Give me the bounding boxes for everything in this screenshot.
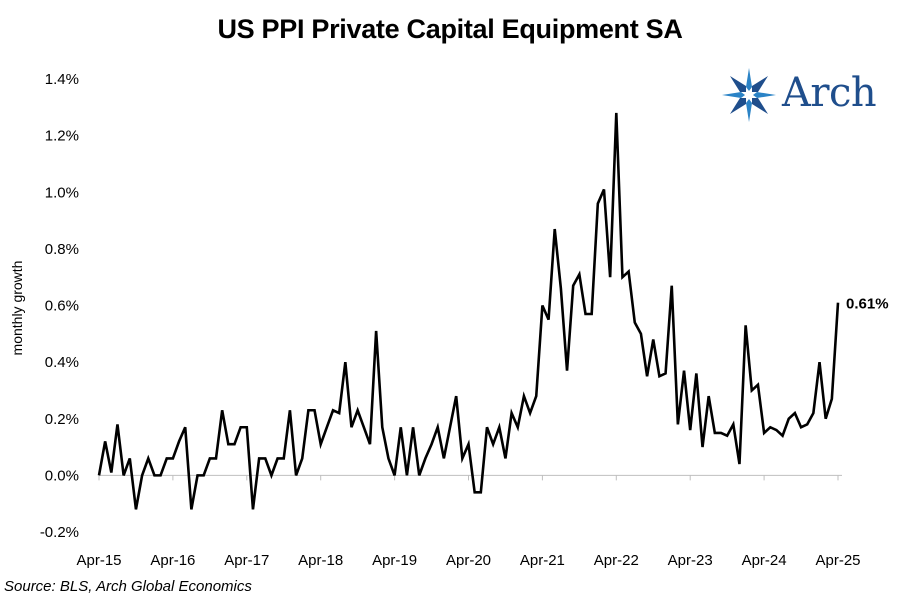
x-tick-label: Apr-20: [446, 552, 491, 569]
y-tick-label: -0.2%: [40, 524, 79, 541]
x-tick-label: Apr-25: [815, 552, 860, 569]
y-tick-label: 0.8%: [45, 241, 79, 258]
x-tick-label: Apr-24: [742, 552, 787, 569]
y-axis-label: monthly growth: [9, 261, 25, 356]
y-tick-label: 0.6%: [45, 298, 79, 315]
x-tick-label: Apr-17: [224, 552, 269, 569]
x-tick-label: Apr-18: [298, 552, 343, 569]
x-tick-label: Apr-19: [372, 552, 417, 569]
series-line: [97, 112, 840, 510]
y-tick-label: 0.2%: [45, 411, 79, 428]
x-tick-label: Apr-15: [76, 552, 121, 569]
y-tick-label: 0.0%: [45, 467, 79, 484]
y-axis: -0.2% 0.0% 0.2% 0.4% 0.6% 0.8% 1.0% 1.2% 1.4%: [40, 71, 79, 541]
source-note: Source: BLS, Arch Global Economics: [4, 578, 252, 595]
x-tick-label: Apr-16: [150, 552, 195, 569]
x-tick-label: Apr-22: [594, 552, 639, 569]
star-icon: [722, 68, 776, 122]
logo-wordmark: Arch: [782, 70, 877, 116]
x-tick-label: Apr-21: [520, 552, 565, 569]
arch-logo: Arch: [720, 64, 890, 130]
y-tick-label: 1.4%: [45, 71, 79, 88]
y-tick-label: 0.4%: [45, 354, 79, 371]
end-value-label: 0.61%: [846, 296, 889, 313]
y-tick-label: 1.2%: [45, 128, 79, 145]
chart-title: US PPI Private Capital Equipment SA: [217, 14, 683, 44]
y-tick-label: 1.0%: [45, 184, 79, 201]
x-tick-label: Apr-23: [668, 552, 713, 569]
x-axis: Apr-15 Apr-16 Apr-17 Apr-18 Apr-19 Apr-20 Apr-…: [76, 474, 861, 569]
